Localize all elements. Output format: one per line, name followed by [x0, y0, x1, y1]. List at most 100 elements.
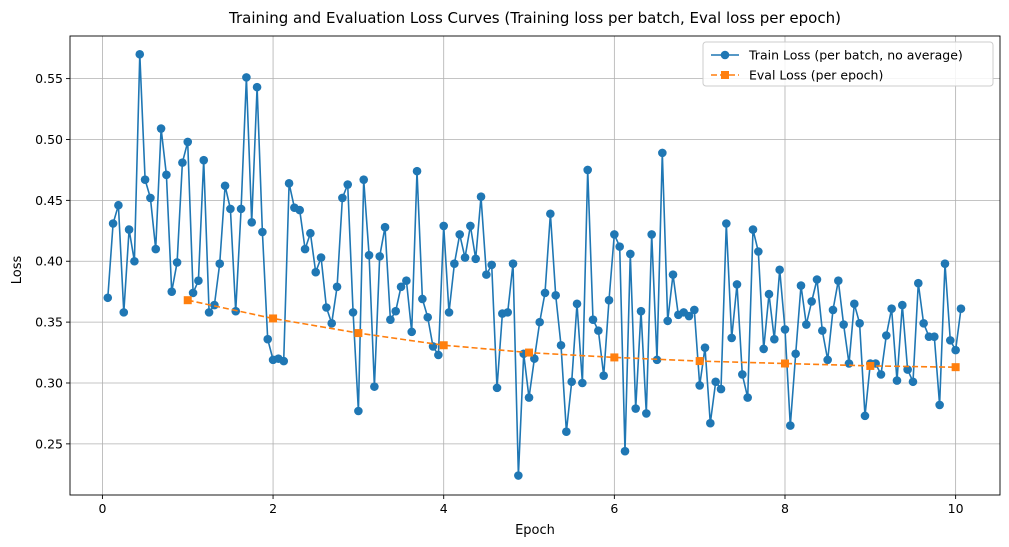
x-tick-label: 0 [98, 501, 106, 516]
train-loss-point [668, 270, 678, 279]
train-loss-point [327, 319, 337, 328]
train-loss-point [476, 192, 486, 202]
train-loss-point [119, 308, 129, 317]
train-loss-point [818, 326, 827, 335]
train-loss-point [775, 265, 784, 275]
y-tick-label: 0.30 [35, 375, 63, 390]
grid-lines [70, 36, 1000, 495]
train-loss-point [796, 281, 806, 290]
train-loss-point [503, 308, 512, 317]
train-loss-point [492, 383, 502, 393]
legend-entry-label: Eval Loss (per epoch) [749, 68, 883, 83]
train-loss-point [887, 304, 896, 314]
train-loss-point [220, 181, 230, 191]
eval-loss-point [183, 296, 192, 305]
train-loss-point [343, 180, 353, 189]
train-loss-point [844, 359, 854, 368]
train-loss-point [103, 293, 113, 303]
train-loss-point [487, 260, 496, 270]
train-loss-point [524, 393, 534, 402]
y-tick-label: 0.45 [35, 193, 63, 208]
chart-title: Training and Evaluation Loss Curves (Tra… [228, 9, 841, 27]
train-loss-point [210, 300, 219, 310]
legend: Train Loss (per batch, no average) Eval L… [702, 41, 994, 87]
legend-swatch-marker [720, 50, 730, 60]
train-loss-point [684, 311, 694, 321]
train-loss-point [594, 326, 603, 335]
train-loss-point [930, 332, 939, 342]
train-loss-point [748, 225, 758, 234]
train-loss-point [300, 244, 310, 254]
train-loss-point [892, 376, 902, 385]
train-loss-point [508, 259, 518, 268]
train-loss-point [562, 427, 571, 436]
eval-loss-point [780, 359, 789, 368]
train-loss-point [295, 205, 305, 215]
train-loss-point [583, 165, 592, 175]
train-loss-point [359, 175, 369, 184]
eval-loss-point [695, 357, 704, 366]
x-tick-label: 6 [610, 501, 618, 516]
y-tick-label: 0.35 [35, 315, 63, 330]
train-loss-point [130, 256, 139, 266]
train-loss-point [551, 291, 560, 300]
train-loss-point [322, 303, 331, 312]
eval-loss-point [610, 353, 619, 362]
train-loss-point [114, 200, 123, 210]
train-loss-point [658, 148, 667, 158]
axis-ticks: 0 2 4 6 8 10 0.25 0.30 0.35 0.40 0.45 0.50 0.55 [35, 71, 963, 516]
train-loss-point [770, 334, 779, 344]
train-loss-point [151, 244, 161, 254]
train-loss-point [732, 280, 742, 289]
train-loss-point [306, 228, 315, 238]
train-loss-point [834, 276, 843, 286]
train-loss-point [284, 179, 294, 188]
train-loss-point [599, 371, 608, 380]
train-loss-point [546, 209, 555, 219]
train-loss-point [706, 418, 715, 428]
legend-box [702, 41, 994, 87]
train-loss-point [812, 275, 822, 284]
train-loss-point [855, 319, 864, 328]
train-loss-point [407, 327, 417, 337]
train-loss-point [428, 342, 438, 351]
train-loss-point [626, 249, 635, 259]
train-loss-point [412, 166, 422, 176]
train-loss-point [839, 320, 848, 329]
train-loss-point [791, 349, 800, 359]
train-loss-point [535, 317, 544, 327]
train-loss-point [780, 325, 790, 334]
train-loss-point [140, 175, 150, 184]
train-loss-point [727, 333, 736, 343]
train-loss-point [263, 334, 273, 344]
train-loss-point [242, 73, 251, 82]
train-loss-point [754, 247, 763, 256]
train-loss-point [610, 230, 619, 239]
train-loss-point [722, 219, 731, 228]
train-loss-point [338, 193, 347, 203]
train-loss-point [882, 331, 891, 340]
train-loss-point [764, 289, 774, 299]
train-loss-point [354, 406, 363, 416]
train-loss-point [604, 295, 614, 305]
train-loss-point [716, 384, 726, 394]
train-loss-point [828, 305, 838, 315]
train-loss-point [615, 242, 624, 251]
train-loss-point [636, 306, 646, 316]
train-loss-point [914, 278, 923, 288]
train-loss-point [439, 221, 449, 231]
train-loss-point [850, 299, 859, 309]
train-loss-point [194, 276, 203, 286]
train-loss-point [631, 404, 640, 413]
train-loss-point [578, 378, 587, 388]
train-loss-point [167, 287, 177, 296]
x-tick-label: 10 [948, 501, 964, 516]
train-loss-point [236, 204, 246, 214]
train-loss-point [156, 124, 166, 133]
train-loss-point [258, 227, 267, 237]
train-loss-point [759, 344, 768, 354]
train-loss-point [364, 250, 374, 260]
train-loss-point [588, 315, 598, 324]
train-loss-point [711, 377, 720, 387]
